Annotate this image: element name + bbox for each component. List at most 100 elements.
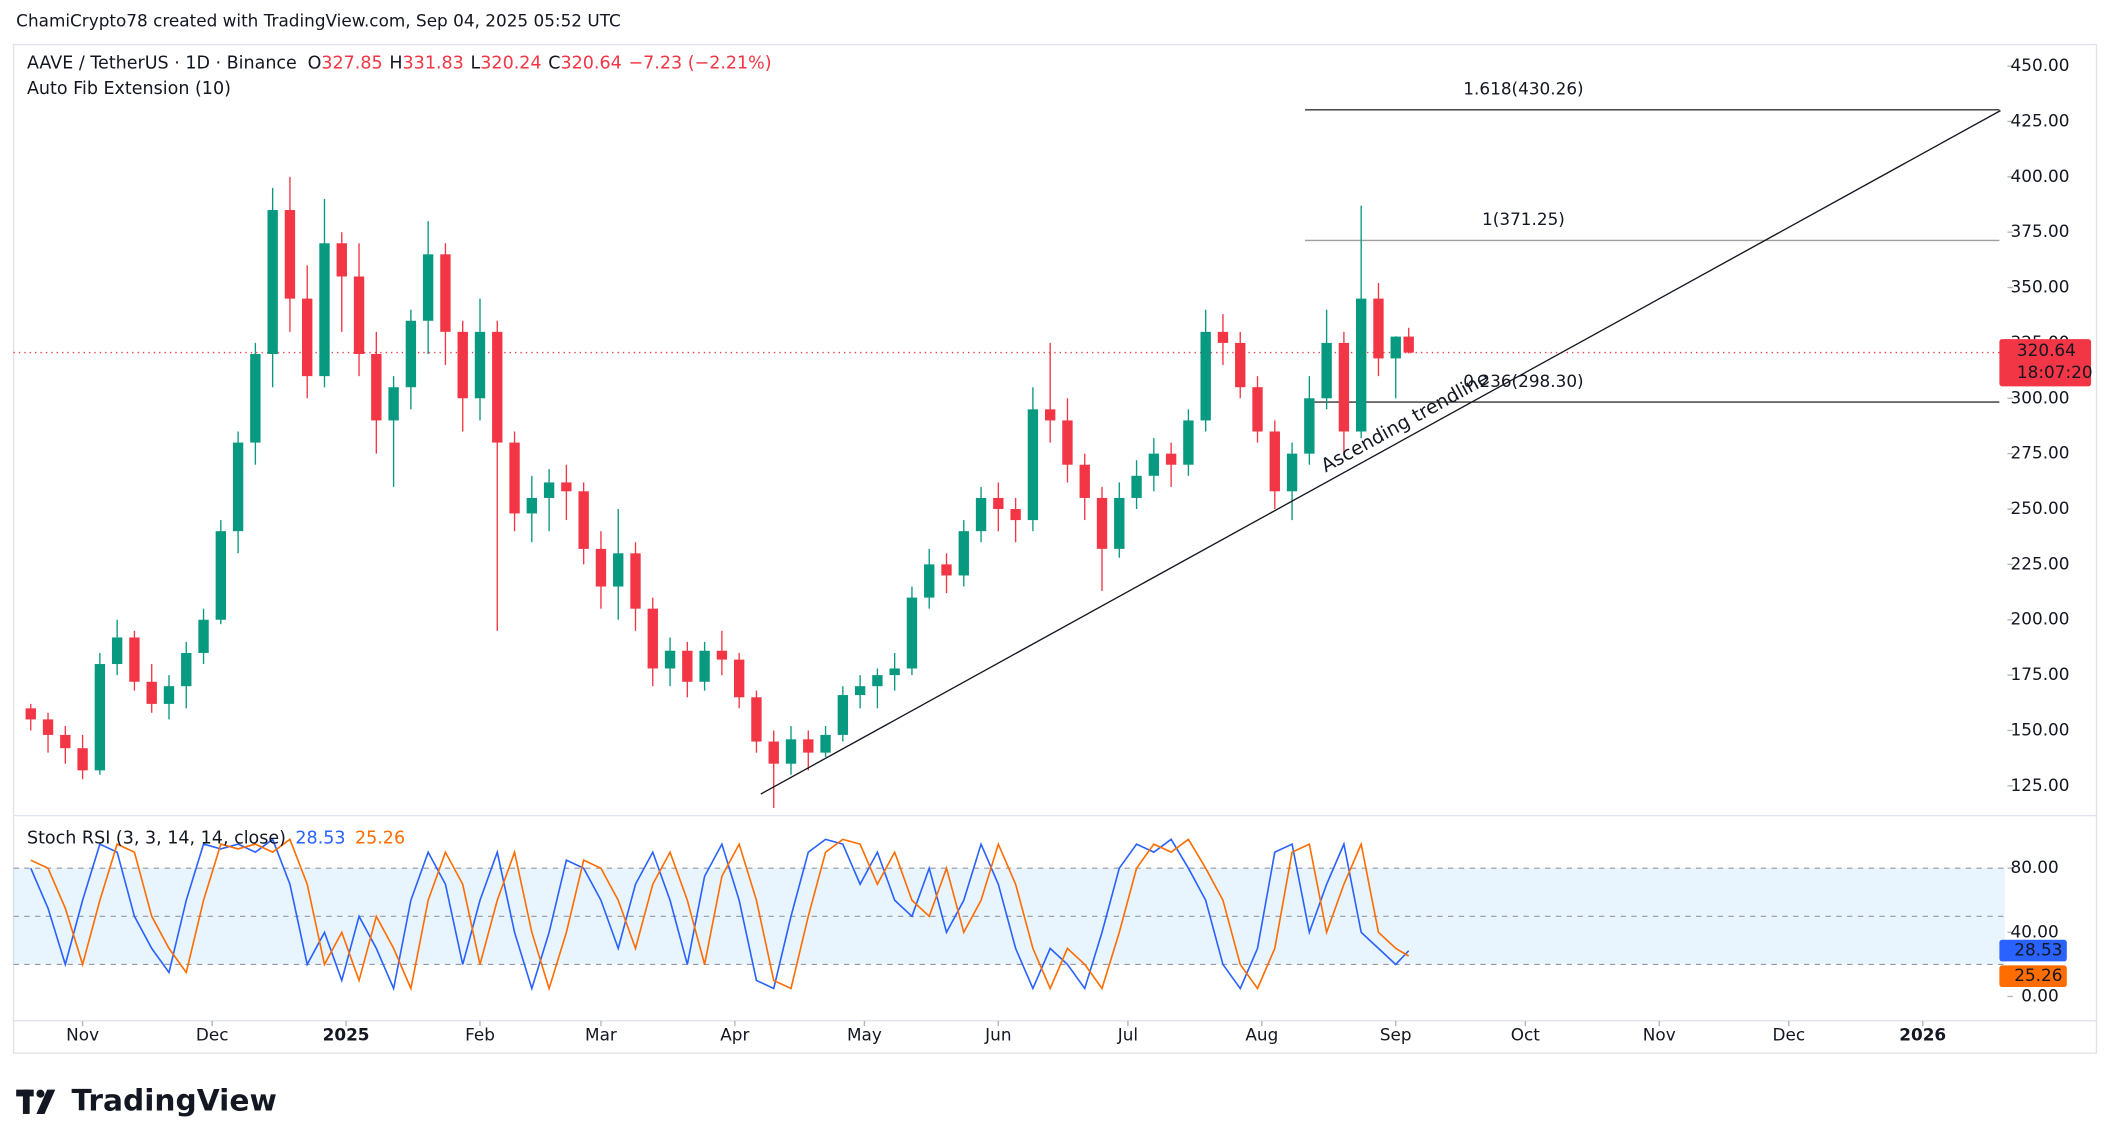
candle-body — [1390, 336, 1401, 359]
candle-body — [1027, 409, 1039, 521]
candle-body — [941, 564, 952, 576]
candle-body — [1373, 298, 1384, 359]
candle-body — [1010, 509, 1021, 521]
ohlc-value: 327.85 — [321, 53, 382, 73]
candle-body — [474, 331, 486, 399]
x-tick-label: Dec — [1773, 1025, 1806, 1045]
candle-body — [803, 739, 814, 753]
y-tick-label: 300.00 — [2011, 387, 2070, 407]
y-tick-label: 250.00 — [2011, 498, 2070, 518]
candle-body — [682, 650, 693, 682]
candle-body — [353, 276, 365, 354]
candle-body — [77, 748, 88, 771]
countdown: 18:07:20 — [2017, 362, 2093, 382]
stoch-legend-value: 28.53 — [295, 828, 345, 848]
stoch-y-tick-label: 40.00 — [2010, 921, 2058, 941]
candle-body — [716, 650, 728, 660]
candle-body — [1079, 464, 1090, 498]
ohlc-key: O — [308, 53, 322, 73]
candle-body — [751, 697, 762, 742]
candle-body — [1200, 331, 1211, 421]
x-tick-label: Nov — [1643, 1025, 1676, 1045]
candle-body — [457, 331, 468, 399]
candle-body — [232, 442, 244, 532]
y-tick-label: 200.00 — [2011, 609, 2070, 629]
candle-body — [1304, 398, 1315, 454]
candle-body — [543, 482, 555, 498]
candle-body — [198, 619, 209, 653]
y-tick-label: 450.00 — [2011, 55, 2070, 75]
candle-body — [1131, 475, 1142, 498]
y-tick-label: 275.00 — [2011, 443, 2070, 463]
candle-body — [768, 741, 779, 764]
candle-body — [733, 659, 745, 698]
stoch-y-tick-label: 80.00 — [2010, 857, 2058, 877]
x-tick-label: 2026 — [1899, 1025, 1946, 1045]
stoch-value-badge — [1999, 965, 2067, 988]
y-tick-label: 225.00 — [2011, 553, 2070, 573]
fib-label: 1(371.25) — [1482, 209, 1565, 229]
candle-body — [422, 254, 434, 321]
stoch-y-tick-label: 0.00 — [2021, 985, 2059, 1005]
candle-body — [60, 734, 71, 749]
x-tick-label: Jul — [1117, 1025, 1138, 1045]
candle-body — [440, 254, 451, 332]
candle-body — [664, 650, 676, 669]
candle-body — [1403, 336, 1414, 353]
candle-body — [906, 597, 918, 669]
change: −7.23 (−2.21%) — [629, 53, 772, 73]
candle-body — [129, 637, 140, 682]
candle-body — [1252, 387, 1263, 432]
candle-body — [1321, 342, 1332, 399]
candle-body — [284, 210, 296, 299]
trendline — [760, 110, 2001, 795]
candle-body — [1235, 342, 1246, 388]
last-price-label: 320.64 — [2017, 340, 2076, 360]
stoch-value-label: 28.53 — [2014, 940, 2062, 960]
candle-body — [647, 608, 658, 669]
legend: AAVE / TetherUS · 1D · Binance O327.85 H33… — [27, 53, 772, 73]
x-tick-label: Oct — [1511, 1025, 1541, 1045]
candle-body — [837, 695, 849, 735]
candle-body — [163, 686, 175, 704]
candle-body — [578, 491, 589, 549]
candle-body — [1217, 331, 1229, 343]
candle-body — [25, 708, 36, 720]
x-tick-label: Sep — [1380, 1025, 1412, 1045]
candle-body — [1286, 453, 1298, 492]
ohlc-value: 320.24 — [480, 53, 541, 73]
ohlc-key: L — [471, 53, 481, 73]
candle-body — [630, 553, 641, 609]
y-tick-label: 150.00 — [2011, 719, 2070, 739]
candle-body — [509, 442, 520, 514]
candle-body — [1062, 420, 1073, 465]
x-tick-label: May — [847, 1025, 882, 1045]
y-tick-label: 125.00 — [2011, 775, 2070, 795]
candle-body — [1096, 497, 1108, 549]
stoch-value-label: 25.26 — [2014, 965, 2062, 985]
candle-body — [854, 686, 866, 696]
candle-body — [336, 243, 347, 277]
y-tick-label: 400.00 — [2011, 166, 2070, 186]
candle-body — [111, 637, 123, 665]
candle-body — [975, 497, 987, 532]
candle-body — [820, 734, 831, 753]
candle-body — [302, 298, 313, 377]
candle-body — [1044, 409, 1056, 421]
study-label: Auto Fib Extension (10) — [27, 79, 231, 99]
x-tick-label: 2025 — [323, 1025, 370, 1045]
symbol: AAVE / TetherUS · 1D · Binance — [27, 53, 297, 73]
candle-body — [526, 497, 538, 514]
stoch-line — [30, 838, 1410, 992]
candle-body — [993, 497, 1004, 510]
candle-body — [613, 553, 624, 587]
ohlc-value: 320.64 — [561, 53, 622, 73]
candle-body — [388, 387, 399, 421]
stoch-value-badge — [1999, 939, 2067, 962]
ohlc-key: C — [548, 53, 560, 73]
candle-body — [924, 564, 935, 598]
x-tick-label: Apr — [720, 1025, 749, 1045]
fib-label: 0.236(298.30) — [1463, 371, 1583, 391]
candle-body — [42, 719, 54, 735]
